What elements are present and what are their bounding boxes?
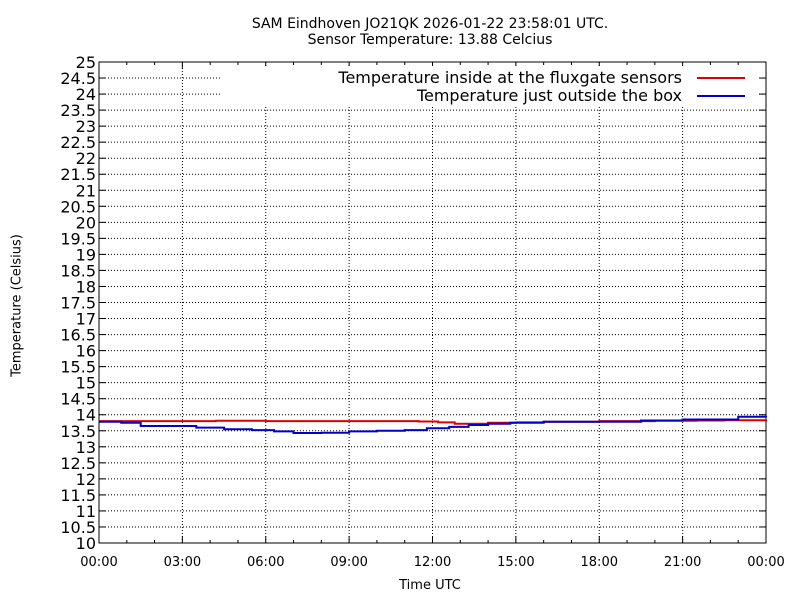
y-tick-label: 12	[76, 470, 96, 489]
y-tick-label: 11	[76, 502, 96, 521]
y-tick-label: 23	[76, 117, 96, 136]
axes: 1010.51111.51212.51313.51414.51515.51616…	[60, 53, 784, 570]
y-tick-label: 22.5	[60, 133, 96, 152]
y-tick-label: 17.5	[60, 294, 96, 313]
y-tick-label: 16	[76, 342, 96, 361]
plot-frame	[98, 61, 767, 544]
legend-label: Temperature inside at the fluxgate senso…	[337, 68, 682, 87]
x-tick-label: 00:00	[747, 555, 784, 570]
x-tick-label: 09:00	[330, 555, 367, 570]
legend-background	[222, 66, 758, 106]
chart-subtitle: Sensor Temperature: 13.88 Celcius	[307, 32, 553, 48]
y-tick-label: 19.5	[60, 229, 96, 248]
x-tick-label: 18:00	[581, 555, 618, 570]
chart-title: SAM Eindhoven JO21QK 2026-01-22 23:58:01…	[251, 16, 609, 32]
x-tick-label: 00:00	[80, 555, 117, 570]
y-tick-label: 24.5	[60, 69, 96, 88]
x-axis-label: Time UTC	[399, 578, 461, 593]
x-tick-label: 06:00	[247, 555, 284, 570]
series-lines	[99, 415, 767, 434]
x-tick-label: 15:00	[497, 555, 534, 570]
y-tick-label: 20.5	[60, 197, 96, 216]
y-tick-label: 14	[76, 406, 96, 425]
y-tick-label: 11.5	[60, 486, 96, 505]
y-tick-label: 12.5	[60, 454, 96, 473]
x-tick-label: 21:00	[664, 555, 701, 570]
legend: Temperature inside at the fluxgate senso…	[222, 66, 758, 106]
y-tick-label: 21.5	[60, 165, 96, 184]
y-tick-label: 22	[76, 149, 96, 168]
y-tick-label: 14.5	[60, 390, 96, 409]
y-tick-label: 15.5	[60, 358, 96, 377]
y-tick-label: 23.5	[60, 101, 96, 120]
y-tick-label: 18	[76, 277, 96, 296]
y-tick-label: 13	[76, 438, 96, 457]
grid	[99, 62, 766, 543]
y-tick-label: 10	[76, 534, 96, 553]
y-tick-label: 15	[76, 374, 96, 393]
x-tick-label: 03:00	[164, 555, 201, 570]
y-tick-label: 18.5	[60, 261, 96, 280]
y-tick-label: 16.5	[60, 326, 96, 345]
x-tick-label: 12:00	[414, 555, 451, 570]
y-tick-label: 25	[76, 53, 96, 72]
y-tick-label: 21	[76, 181, 96, 200]
y-tick-label: 24	[76, 85, 96, 104]
series-line	[99, 415, 767, 434]
legend-label: Temperature just outside the box	[416, 86, 682, 105]
y-tick-label: 20	[76, 213, 96, 232]
y-tick-label: 13.5	[60, 422, 96, 441]
y-tick-label: 17	[76, 310, 96, 329]
y-tick-label: 10.5	[60, 518, 96, 537]
y-tick-label: 19	[76, 245, 96, 264]
